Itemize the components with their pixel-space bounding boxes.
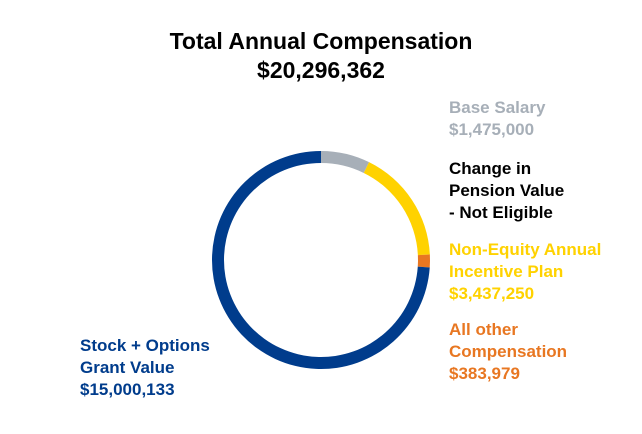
label-incentive: Non-Equity Annual Incentive Plan $3,437,… <box>449 239 601 305</box>
label-incentive-line-2: Incentive Plan <box>449 262 564 281</box>
label-stock-options-line-1: Stock + Options <box>80 336 210 355</box>
label-base-salary: Base Salary $1,475,000 <box>449 97 545 141</box>
label-all-other-line-1: All other <box>449 320 518 339</box>
label-base-salary-line-1: Base Salary <box>449 98 546 117</box>
chart-subtitle: $20,296,362 <box>257 57 385 83</box>
chart-title: Total Annual Compensation <box>169 28 473 54</box>
label-incentive-line-3: $3,437,250 <box>449 284 535 303</box>
label-pension-line-1: Change in <box>449 159 532 178</box>
label-incentive-line-1: Non-Equity Annual <box>449 240 602 259</box>
label-pension-line-2: Pension Value <box>449 181 565 200</box>
label-all-other-line-3: $383,979 <box>449 364 520 383</box>
label-pension: Change in Pension Value - Not Eligible <box>449 158 564 224</box>
donut-slice-all-other-compensation <box>417 254 430 268</box>
label-all-other: All other Compensation $383,979 <box>449 319 567 385</box>
label-pension-line-3: - Not Eligible <box>449 203 553 222</box>
donut-slice-non-equity-annual-incentive-plan <box>363 162 430 256</box>
donut-slice-base-salary <box>321 151 370 173</box>
label-stock-options-line-3: $15,000,133 <box>80 380 175 399</box>
label-stock-options: Stock + Options Grant Value $15,000,133 <box>80 335 210 401</box>
label-base-salary-line-2: $1,475,000 <box>449 120 535 139</box>
label-stock-options-line-2: Grant Value <box>80 358 175 377</box>
label-all-other-line-2: Compensation <box>449 342 568 361</box>
